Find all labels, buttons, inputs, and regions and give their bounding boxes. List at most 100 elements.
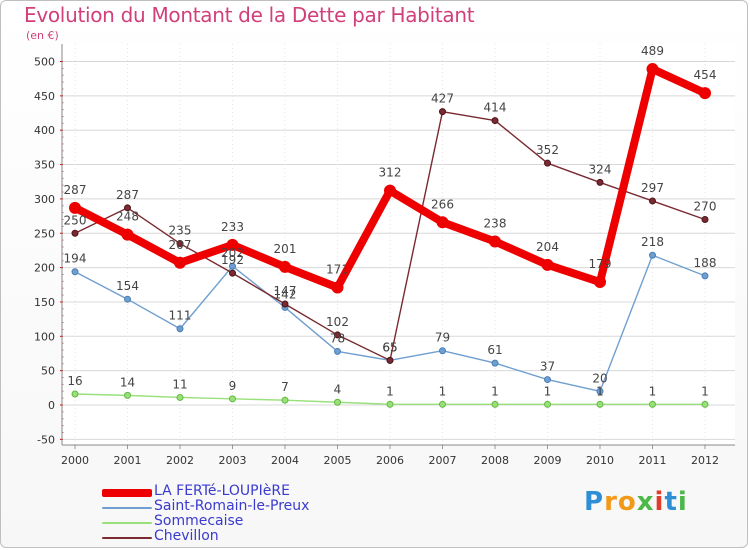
data-point	[281, 300, 289, 308]
x-tick-label: 2010	[586, 454, 614, 467]
data-point	[491, 359, 499, 367]
x-tick-label: 2009	[534, 454, 562, 467]
data-label: 142	[274, 287, 297, 301]
x-tick-label: 2006	[376, 454, 404, 467]
data-point	[124, 204, 131, 212]
legend-swatch	[102, 537, 152, 539]
data-point	[281, 396, 289, 404]
y-tick-label: 200	[34, 262, 55, 275]
plot-area	[62, 44, 735, 445]
y-tick-label: 0	[48, 399, 55, 412]
data-point	[229, 262, 236, 270]
data-label: 111	[169, 309, 192, 323]
data-point	[69, 201, 81, 214]
x-tick-label: 2012	[691, 454, 719, 467]
data-label: 297	[641, 181, 664, 195]
data-point	[541, 258, 554, 271]
data-point	[71, 268, 79, 276]
data-point	[701, 216, 709, 224]
data-label: 7	[281, 380, 289, 394]
data-label: 154	[116, 279, 139, 293]
x-tick-label: 2011	[639, 454, 667, 467]
data-label: 233	[221, 220, 244, 234]
proxiti-logo: Proxiti	[584, 487, 688, 517]
y-tick-label: 150	[34, 296, 55, 309]
data-point	[646, 63, 659, 76]
y-tick-label: 100	[34, 330, 55, 343]
data-label: 1	[439, 384, 447, 398]
data-label: 147	[274, 284, 297, 298]
x-tick-label: 2007	[429, 454, 457, 467]
data-label: 287	[64, 183, 87, 197]
data-point	[699, 87, 711, 100]
y-tick-label: 400	[34, 124, 55, 137]
data-point	[71, 229, 79, 237]
x-tick-label: 2001	[114, 454, 142, 467]
data-point	[491, 400, 499, 408]
y-tick-label: -50	[37, 433, 55, 446]
data-label: 1	[701, 384, 709, 398]
data-point	[649, 251, 656, 259]
y-tick-label: 500	[34, 56, 55, 69]
legend-label: Saint-Romain-le-Preux	[154, 498, 310, 514]
data-point	[229, 269, 236, 277]
data-label: 179	[589, 257, 612, 271]
data-label: 250	[64, 213, 87, 227]
legend-swatch	[102, 489, 152, 497]
data-label: 11	[172, 377, 187, 391]
data-label: 61	[487, 343, 502, 357]
data-point	[489, 235, 501, 248]
data-label: 79	[435, 331, 450, 345]
y-tick-label: 350	[34, 159, 55, 172]
chart-title: Evolution du Montant de la Dette par Hab…	[24, 3, 475, 27]
data-point	[436, 216, 449, 229]
data-point	[229, 395, 236, 403]
data-point	[596, 400, 604, 408]
legend-label: Sommecaise	[154, 513, 244, 529]
data-point	[124, 391, 131, 399]
logo-letter: i	[654, 487, 665, 517]
data-point	[176, 393, 184, 401]
data-point	[701, 272, 709, 280]
y-tick-label: 450	[34, 90, 55, 103]
data-point	[176, 240, 184, 248]
data-point	[174, 256, 186, 269]
data-point	[386, 400, 394, 408]
data-point	[71, 390, 79, 398]
data-label: 188	[694, 256, 717, 270]
data-point	[176, 325, 184, 333]
data-point	[649, 197, 656, 205]
x-tick-label: 2008	[481, 454, 509, 467]
data-label: 204	[536, 240, 559, 254]
legend-label: Chevillon	[154, 528, 219, 544]
data-label: 270	[694, 200, 717, 214]
data-point	[279, 260, 291, 273]
data-point	[386, 356, 394, 364]
x-tick-label: 2003	[219, 454, 247, 467]
data-label: 287	[116, 188, 139, 202]
data-point	[334, 398, 341, 406]
data-label: 4	[334, 382, 342, 396]
legend-swatch	[102, 522, 152, 524]
data-label: 235	[169, 224, 192, 238]
data-label: 102	[326, 315, 349, 329]
logo-letter: o	[617, 487, 637, 517]
data-point	[544, 376, 551, 384]
data-label: 201	[274, 242, 297, 256]
data-point	[439, 347, 446, 355]
data-label: 218	[641, 235, 664, 249]
data-label: 427	[431, 92, 454, 106]
data-point	[701, 400, 709, 408]
data-label: 65	[382, 340, 397, 354]
data-label: 1	[649, 384, 657, 398]
data-label: 202	[221, 246, 244, 260]
data-point	[439, 400, 446, 408]
data-point	[544, 159, 551, 167]
data-label: 1	[544, 384, 552, 398]
data-label: 37	[540, 360, 555, 374]
data-point	[226, 238, 239, 251]
data-label: 1	[596, 384, 604, 398]
data-label: 14	[120, 375, 135, 389]
data-label: 20	[592, 371, 607, 385]
